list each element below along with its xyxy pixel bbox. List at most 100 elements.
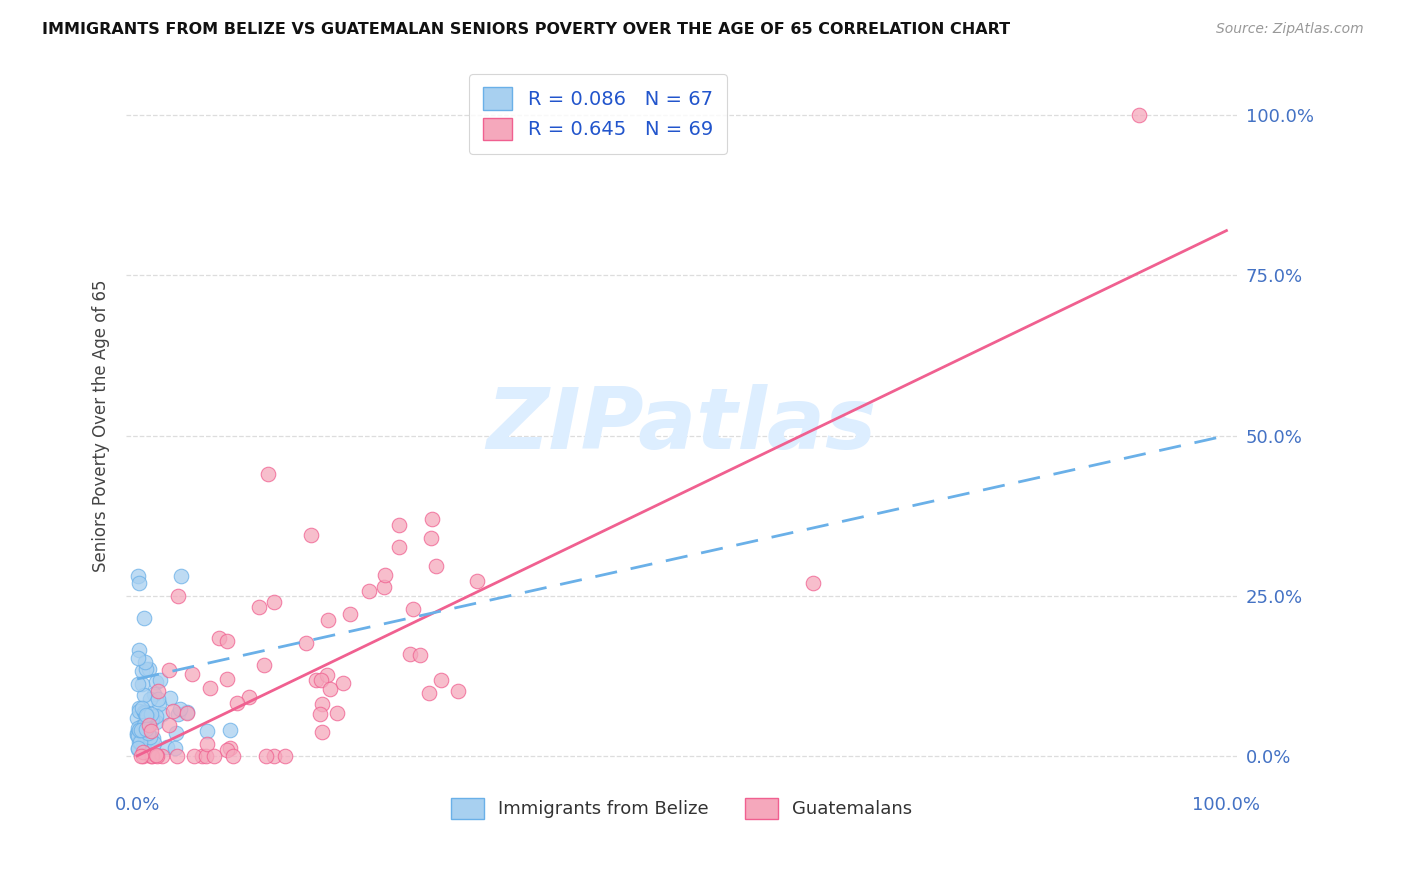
Point	[135, 708, 157, 723]
Point	[332, 676, 354, 690]
Point	[136, 747, 159, 761]
Point	[143, 736, 166, 750]
Point	[150, 706, 173, 721]
Point	[401, 602, 423, 616]
Point	[373, 580, 395, 594]
Point	[135, 662, 157, 676]
Point	[215, 634, 238, 648]
Point	[127, 725, 149, 739]
Point	[316, 613, 339, 627]
Point	[447, 684, 470, 698]
Point	[134, 688, 156, 702]
Point	[128, 643, 150, 657]
Point	[157, 664, 180, 678]
Point	[127, 741, 149, 756]
Point	[159, 690, 181, 705]
Point	[170, 569, 193, 583]
Point	[139, 707, 162, 722]
Point	[198, 681, 221, 695]
Point	[136, 726, 159, 740]
Point	[166, 589, 188, 603]
Point	[132, 739, 155, 754]
Point	[139, 730, 162, 744]
Point	[142, 731, 165, 745]
Point	[299, 528, 322, 542]
Point	[254, 748, 277, 763]
Point	[127, 650, 149, 665]
Point	[141, 712, 163, 726]
Point	[141, 748, 163, 763]
Point	[204, 748, 226, 763]
Point	[145, 675, 167, 690]
Text: IMMIGRANTS FROM BELIZE VS GUATEMALAN SENIORS POVERTY OVER THE AGE OF 65 CORRELAT: IMMIGRANTS FROM BELIZE VS GUATEMALAN SEN…	[42, 22, 1011, 37]
Point	[163, 741, 186, 756]
Point	[316, 668, 339, 682]
Point	[326, 706, 349, 721]
Point	[1128, 108, 1150, 122]
Point	[150, 748, 173, 763]
Point	[135, 708, 157, 723]
Point	[134, 706, 156, 720]
Point	[222, 748, 245, 763]
Point	[143, 687, 166, 701]
Point	[129, 734, 152, 748]
Point	[357, 584, 380, 599]
Point	[195, 737, 218, 751]
Point	[208, 631, 231, 645]
Point	[135, 731, 157, 746]
Point	[132, 735, 155, 749]
Text: ZIPatlas: ZIPatlas	[486, 384, 877, 467]
Point	[127, 569, 149, 583]
Point	[305, 673, 328, 687]
Point	[311, 697, 333, 711]
Point	[127, 676, 149, 690]
Point	[219, 740, 242, 755]
Point	[183, 748, 205, 763]
Point	[409, 648, 432, 662]
Point	[132, 611, 155, 625]
Point	[131, 701, 153, 715]
Point	[135, 711, 157, 725]
Point	[148, 697, 170, 711]
Point	[131, 677, 153, 691]
Point	[274, 748, 297, 763]
Point	[195, 748, 218, 763]
Point	[139, 748, 162, 763]
Point	[128, 700, 150, 714]
Point	[131, 665, 153, 679]
Point	[134, 655, 156, 669]
Point	[180, 667, 202, 681]
Point	[218, 723, 240, 738]
Point	[162, 705, 184, 719]
Point	[311, 725, 333, 739]
Point	[238, 690, 260, 704]
Point	[388, 540, 411, 554]
Point	[132, 745, 155, 759]
Point	[253, 658, 276, 673]
Point	[132, 748, 155, 763]
Point	[131, 721, 153, 735]
Point	[430, 673, 453, 687]
Point	[138, 662, 160, 676]
Point	[134, 705, 156, 719]
Point	[145, 748, 167, 763]
Point	[215, 672, 238, 686]
Point	[156, 740, 179, 755]
Point	[167, 707, 190, 722]
Point	[139, 692, 162, 706]
Point	[149, 673, 172, 687]
Point	[176, 706, 198, 720]
Point	[225, 696, 247, 710]
Point	[420, 512, 443, 526]
Point	[146, 683, 169, 698]
Point	[169, 702, 191, 716]
Point	[138, 717, 160, 731]
Point	[127, 742, 149, 756]
Point	[127, 728, 149, 742]
Point	[131, 743, 153, 757]
Point	[166, 748, 188, 763]
Point	[257, 467, 280, 481]
Point	[131, 723, 153, 737]
Point	[295, 635, 318, 649]
Point	[148, 692, 170, 706]
